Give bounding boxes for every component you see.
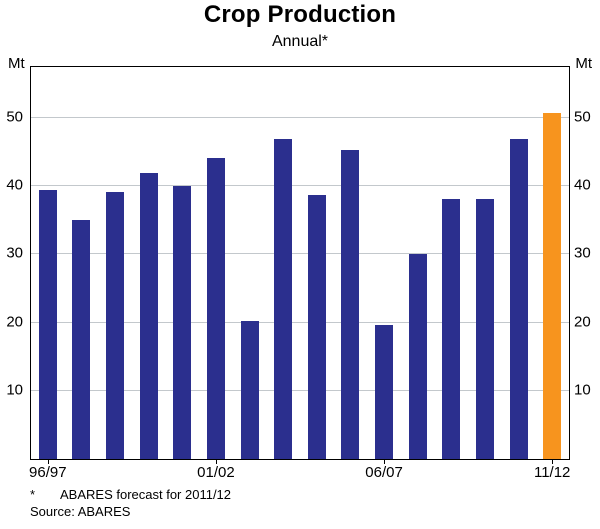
footnote: * ABARES forecast for 2011/12 bbox=[30, 487, 231, 502]
y-axis-unit-left: Mt bbox=[8, 55, 25, 72]
gridline bbox=[31, 321, 569, 323]
bar bbox=[341, 150, 360, 459]
x-tick-label: 01/02 bbox=[197, 464, 235, 481]
gridline bbox=[31, 185, 569, 187]
bar-forecast bbox=[543, 112, 562, 459]
bar-slot bbox=[98, 67, 132, 459]
footnote-marker: * bbox=[30, 487, 36, 502]
bar-slot bbox=[266, 67, 300, 459]
x-tick-mark bbox=[215, 460, 217, 464]
bar bbox=[106, 191, 125, 459]
chart-subtitle: Annual* bbox=[271, 33, 329, 50]
bar-slot bbox=[468, 67, 502, 459]
y-axis-labels-right: 10 20 30 40 50 bbox=[572, 66, 598, 458]
x-axis-labels: 96/97 01/02 06/07 11/12 bbox=[29, 464, 571, 482]
y-tick-label: 30 bbox=[574, 244, 591, 262]
bar bbox=[72, 220, 91, 459]
bar-slot bbox=[502, 67, 536, 459]
y-tick-label: 20 bbox=[6, 313, 23, 331]
source-note: Source: ABARES bbox=[30, 504, 131, 519]
gridlines bbox=[31, 67, 569, 459]
bar bbox=[475, 198, 494, 459]
bar bbox=[442, 198, 461, 459]
bar-slot bbox=[300, 67, 334, 459]
footnote-text: ABARES forecast for 2011/12 bbox=[60, 487, 232, 502]
y-tick-label: 10 bbox=[574, 381, 591, 399]
gridline bbox=[31, 389, 569, 391]
y-axis-unit-right: Mt bbox=[575, 55, 592, 72]
x-axis-ticks bbox=[31, 460, 569, 464]
y-tick-label: 30 bbox=[6, 244, 23, 262]
bar bbox=[307, 195, 326, 459]
y-tick-label: 20 bbox=[574, 313, 591, 331]
x-tick-label: 06/07 bbox=[365, 464, 403, 481]
bar-slot bbox=[334, 67, 368, 459]
bar bbox=[38, 189, 57, 459]
chart-title: Crop Production bbox=[203, 1, 397, 28]
plot-area bbox=[30, 66, 570, 460]
x-tick-label: 96/97 bbox=[29, 464, 67, 481]
x-tick-mark bbox=[47, 460, 49, 464]
bar bbox=[139, 172, 158, 459]
bar bbox=[274, 138, 293, 459]
gridline bbox=[31, 117, 569, 119]
bar-slot bbox=[199, 67, 233, 459]
bar-slot bbox=[31, 67, 65, 459]
bar bbox=[375, 324, 394, 459]
x-tick-mark bbox=[552, 460, 554, 464]
bar-slot bbox=[166, 67, 200, 459]
bar bbox=[408, 254, 427, 459]
bar bbox=[173, 186, 192, 459]
x-tick-mark bbox=[384, 460, 386, 464]
y-tick-label: 10 bbox=[6, 381, 23, 399]
y-tick-label: 50 bbox=[6, 108, 23, 126]
y-axis-labels-left: 10 20 30 40 50 bbox=[0, 66, 26, 458]
bar bbox=[206, 157, 225, 459]
bars bbox=[31, 67, 569, 459]
x-tick-label: 11/12 bbox=[533, 464, 571, 481]
bar-slot bbox=[535, 67, 569, 459]
bar-slot bbox=[233, 67, 267, 459]
y-tick-label: 50 bbox=[574, 108, 591, 126]
y-tick-label: 40 bbox=[6, 176, 23, 194]
bar bbox=[509, 138, 528, 459]
bar-slot bbox=[132, 67, 166, 459]
bar-slot bbox=[367, 67, 401, 459]
bar-slot bbox=[401, 67, 435, 459]
y-tick-label: 40 bbox=[574, 176, 591, 194]
bar-slot bbox=[435, 67, 469, 459]
gridline bbox=[31, 253, 569, 255]
bar bbox=[240, 320, 259, 459]
bar-slot bbox=[65, 67, 99, 459]
